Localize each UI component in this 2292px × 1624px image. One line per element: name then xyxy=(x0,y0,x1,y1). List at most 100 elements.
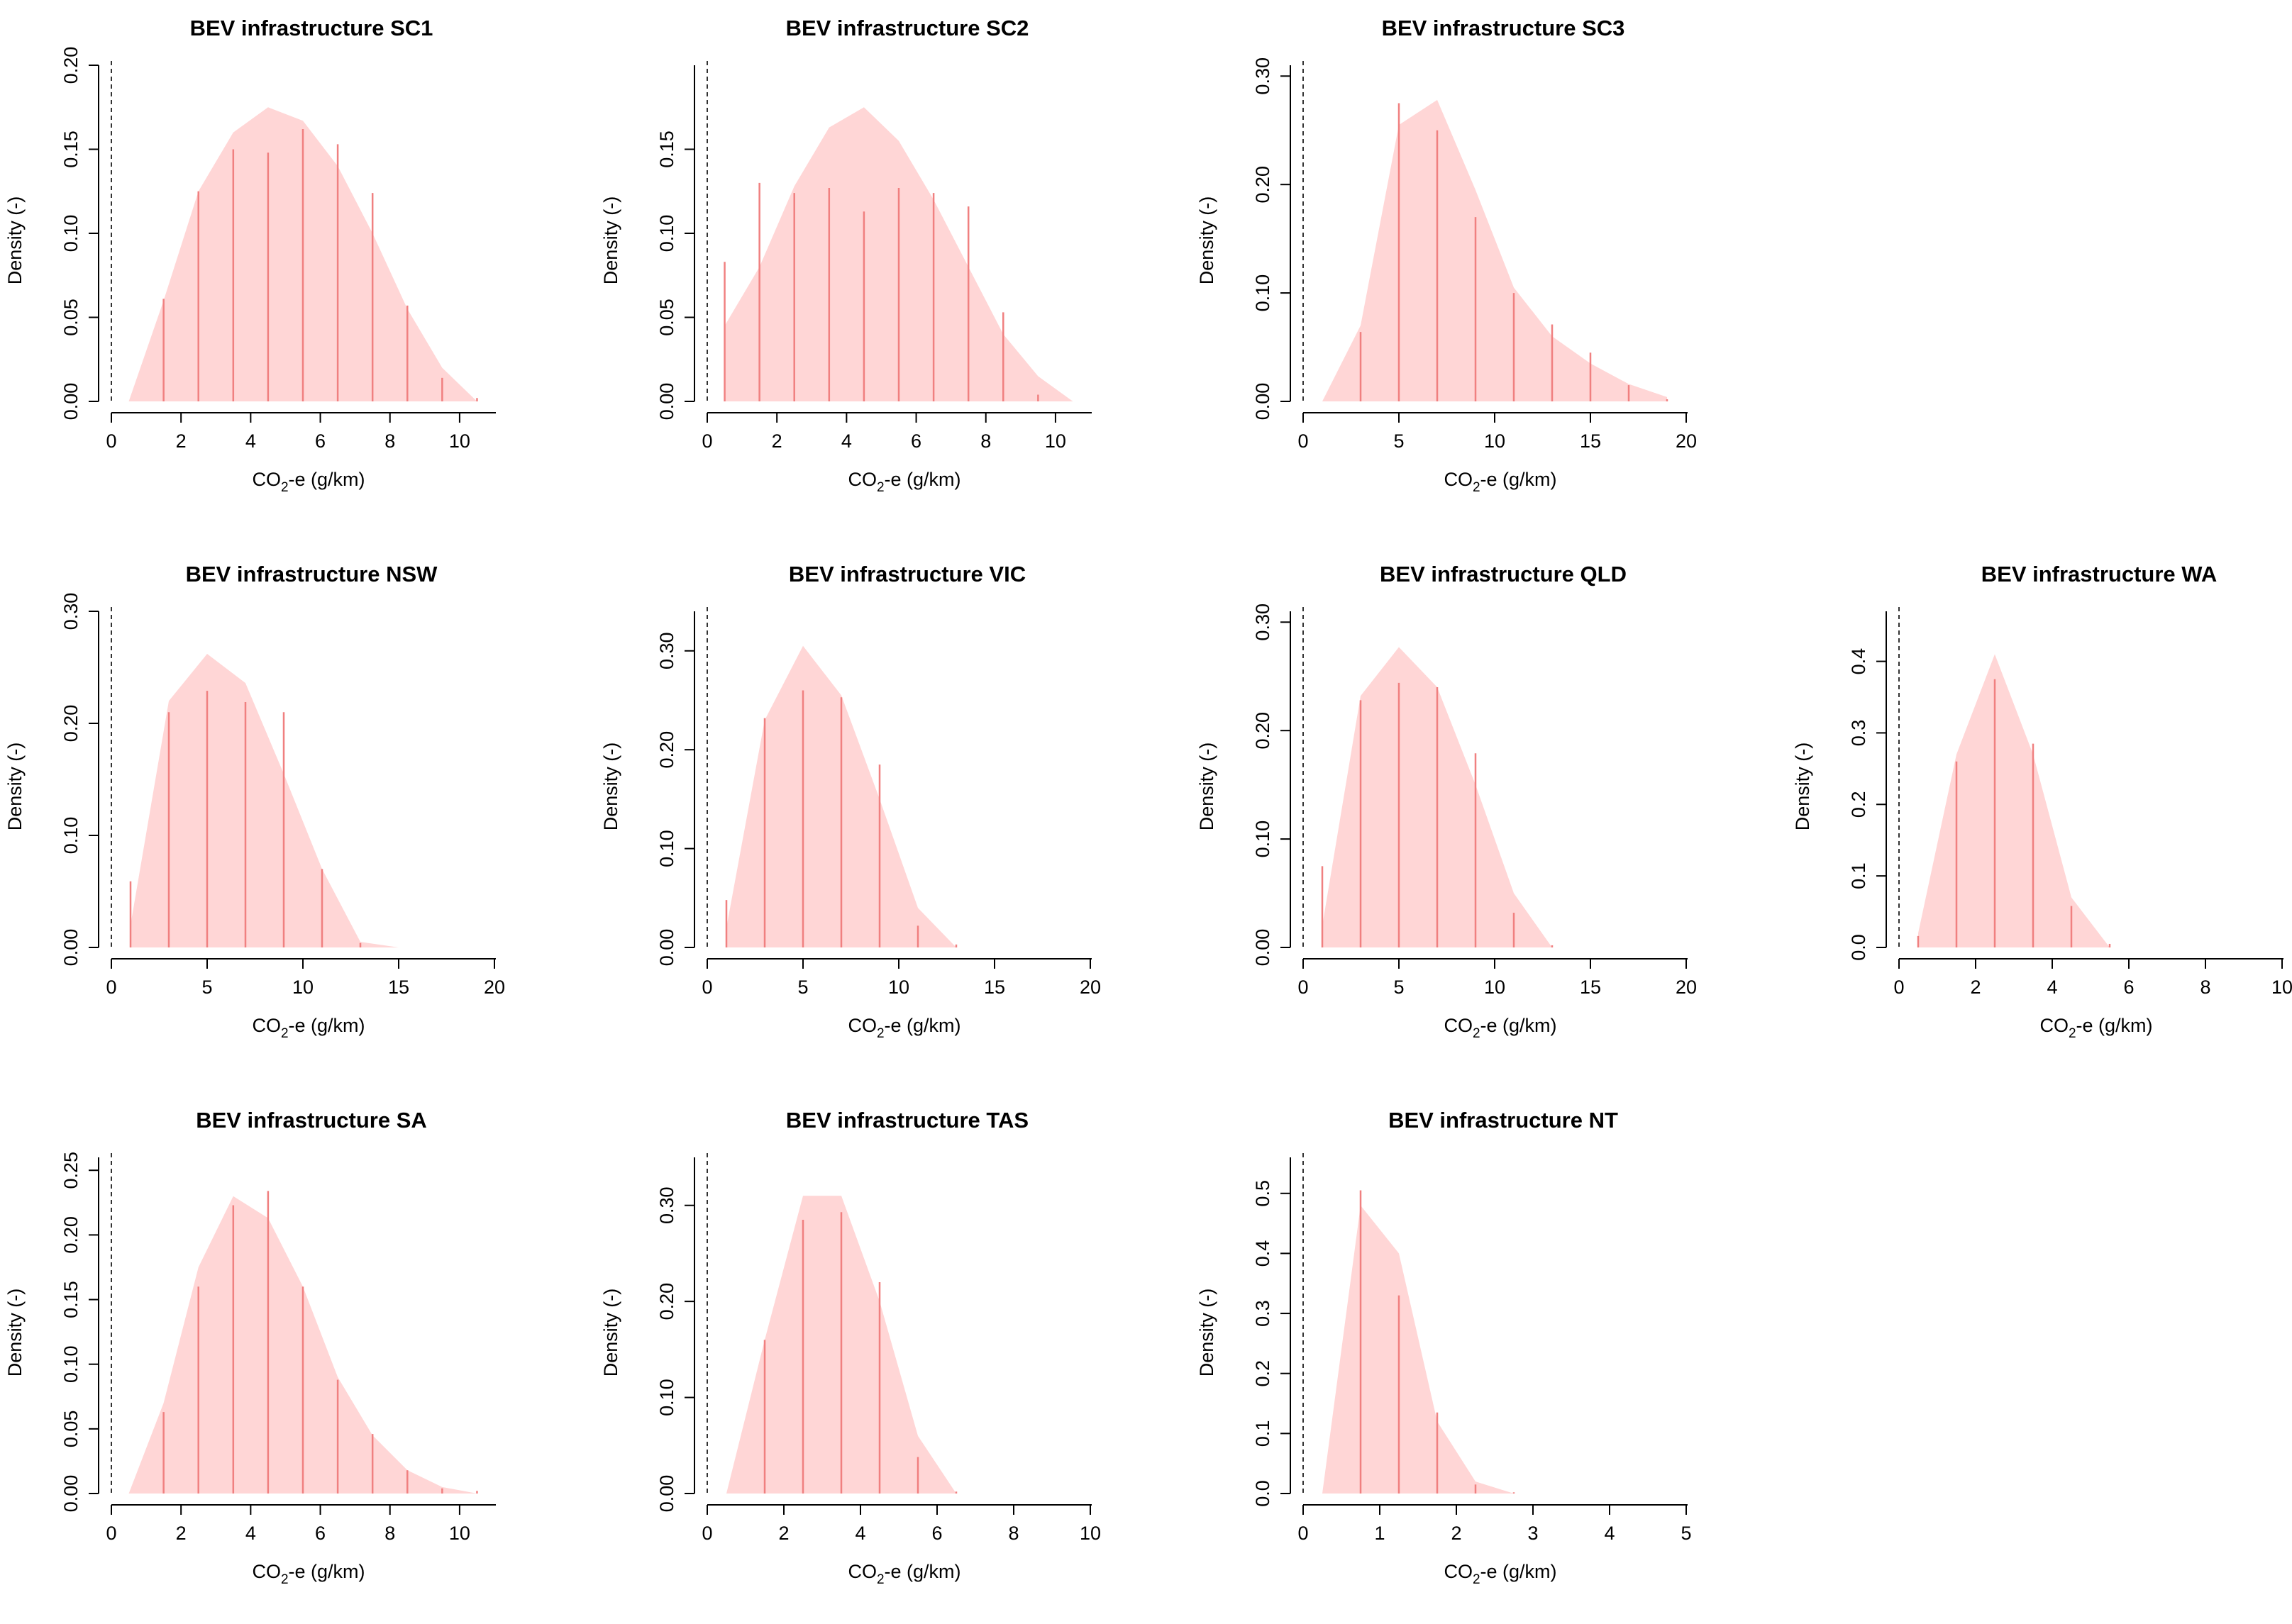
x-axis-label-main: CO xyxy=(252,1015,281,1036)
y-tick-label: 0.30 xyxy=(1252,57,1273,95)
x-axis-label-main: CO xyxy=(2039,1015,2069,1036)
y-tick-label: 0.00 xyxy=(656,383,677,421)
y-tick-label: 0.20 xyxy=(1252,712,1273,750)
x-tick-label: 8 xyxy=(2200,977,2210,998)
density-area xyxy=(1918,654,2110,947)
y-axis-label: Density (-) xyxy=(1196,1289,1217,1377)
y-axis-label: Density (-) xyxy=(1792,743,1813,831)
x-tick-label: 8 xyxy=(384,430,395,452)
y-tick-label: 0.00 xyxy=(60,1475,82,1513)
x-axis-label-rest: -e (g/km) xyxy=(2076,1015,2153,1036)
density-area xyxy=(1322,99,1667,402)
y-tick-label: 0.30 xyxy=(60,593,82,630)
x-tick-label: 10 xyxy=(888,977,909,998)
chart-panel: 0 2 4 6 8 10 0.00 0.05 0.10 0.15 BEV infrastructur… xyxy=(596,0,1192,532)
x-tick-label: 4 xyxy=(245,1523,256,1544)
chart-panel: 0 2 4 6 8 10 0.00 0.10 0.20 0.30 BEV infrastructur… xyxy=(596,1092,1192,1624)
chart-title: BEV infrastructure SC1 xyxy=(190,16,433,40)
chart-panel: 0 2 4 6 8 10 0.00 0.05 0.10 0.15 0.20 BEV infrastru… xyxy=(0,0,596,532)
x-tick-label: 10 xyxy=(449,1523,470,1544)
x-tick-label: 3 xyxy=(1527,1523,1538,1544)
chart-panel: 0 5 10 15 20 0.00 0.10 0.20 0.30 BEV infrastructu… xyxy=(596,546,1192,1078)
x-tick-label: 5 xyxy=(1393,430,1404,452)
x-tick-label: 20 xyxy=(1080,977,1101,998)
x-tick-label: 1 xyxy=(1374,1523,1385,1544)
y-tick-label: 0.0 xyxy=(1252,1480,1273,1507)
y-tick-label: 0.15 xyxy=(60,130,82,168)
y-tick-label: 0.20 xyxy=(60,1216,82,1254)
x-axis-label-main: CO xyxy=(1444,469,1473,490)
y-tick-label: 0.2 xyxy=(1848,791,1869,818)
chart-panel: 0 5 10 15 20 0.00 0.10 0.20 0.30 BEV infrastructu… xyxy=(1192,0,1788,532)
x-tick-label: 2 xyxy=(176,430,187,452)
x-tick-label: 0 xyxy=(1297,430,1308,452)
x-axis-label: CO2-e (g/km) xyxy=(848,469,960,495)
x-tick-label: 2 xyxy=(1451,1523,1461,1544)
x-tick-label: 6 xyxy=(2123,977,2134,998)
x-tick-label: 20 xyxy=(484,977,505,998)
x-tick-label: 10 xyxy=(1484,430,1505,452)
y-axis-label: Density (-) xyxy=(1196,743,1217,831)
x-tick-label: 0 xyxy=(106,1523,116,1544)
x-tick-label: 8 xyxy=(980,430,991,452)
x-tick-label: 8 xyxy=(384,1523,395,1544)
y-tick-label: 0.4 xyxy=(1252,1240,1273,1267)
x-tick-label: 6 xyxy=(315,430,326,452)
chart-title: BEV infrastructure VIC xyxy=(789,562,1026,586)
y-axis-label: Density (-) xyxy=(4,1289,26,1377)
chart-title: BEV infrastructure QLD xyxy=(1380,562,1627,586)
chart-panel: 0 1 2 3 4 5 0.0 0.1 0.2 0.3 0.4 0.5 BEV infrastructu… xyxy=(1192,1092,1788,1624)
chart-panel: 0 2 4 6 8 10 0.0 0.1 0.2 0.3 0.4 BEV infrastructure… xyxy=(1788,546,2292,1078)
chart-title: BEV infrastructure SC3 xyxy=(1382,16,1625,40)
chart-title: BEV infrastructure NSW xyxy=(186,562,438,586)
x-tick-label: 15 xyxy=(1580,430,1601,452)
x-axis-label: CO2-e (g/km) xyxy=(2039,1015,2152,1041)
y-tick-label: 0.05 xyxy=(656,299,677,336)
x-tick-label: 4 xyxy=(245,430,256,452)
y-tick-label: 0.5 xyxy=(1252,1180,1273,1207)
x-axis-label-main: CO xyxy=(848,1561,877,1582)
x-tick-label: 0 xyxy=(702,1523,712,1544)
x-axis-label: CO2-e (g/km) xyxy=(1444,1015,1556,1041)
x-tick-label: 10 xyxy=(449,430,470,452)
y-tick-label: 0.00 xyxy=(656,1475,677,1513)
x-axis-label-rest: -e (g/km) xyxy=(1480,1015,1557,1036)
x-axis-label-subscript: 2 xyxy=(1473,1026,1480,1041)
x-tick-label: 2 xyxy=(772,430,782,452)
y-tick-label: 0.30 xyxy=(1252,604,1273,641)
x-axis-label: CO2-e (g/km) xyxy=(252,1561,365,1587)
x-axis-label-subscript: 2 xyxy=(281,1026,289,1041)
x-axis-label-subscript: 2 xyxy=(281,1572,289,1587)
y-axis-label: Density (-) xyxy=(600,743,621,831)
x-axis-label-rest: -e (g/km) xyxy=(1480,469,1557,490)
density-area xyxy=(131,654,399,947)
y-tick-label: 0.10 xyxy=(656,830,677,867)
x-tick-label: 5 xyxy=(1681,1523,1691,1544)
density-chart: 0 5 10 15 20 0.00 0.10 0.20 0.30 BEV infrastructu… xyxy=(600,562,1101,1041)
x-tick-label: 2 xyxy=(176,1523,187,1544)
y-tick-label: 0.05 xyxy=(60,299,82,336)
y-tick-label: 0.10 xyxy=(60,817,82,855)
y-tick-label: 0.00 xyxy=(656,929,677,967)
y-tick-label: 0.10 xyxy=(656,215,677,252)
x-axis-label-subscript: 2 xyxy=(877,480,885,495)
y-tick-label: 0.00 xyxy=(1252,383,1273,421)
y-axis-label: Density (-) xyxy=(1196,196,1217,285)
x-tick-label: 0 xyxy=(1297,977,1308,998)
y-tick-label: 0.20 xyxy=(656,1283,677,1320)
y-axis-label: Density (-) xyxy=(4,743,26,831)
density-chart: 0 2 4 6 8 10 0.00 0.05 0.10 0.15 BEV infrastructur… xyxy=(600,16,1092,495)
x-axis-label-subscript: 2 xyxy=(1473,1572,1480,1587)
x-axis-label-main: CO xyxy=(1444,1561,1473,1582)
y-tick-label: 0.00 xyxy=(60,929,82,967)
x-axis-label-rest: -e (g/km) xyxy=(289,1015,365,1036)
x-tick-label: 4 xyxy=(1604,1523,1615,1544)
x-tick-label: 0 xyxy=(106,430,116,452)
x-axis-label-main: CO xyxy=(848,1015,877,1036)
x-tick-label: 10 xyxy=(2271,977,2292,998)
y-tick-label: 0.15 xyxy=(656,130,677,168)
x-tick-label: 2 xyxy=(778,1523,789,1544)
x-tick-label: 8 xyxy=(1008,1523,1019,1544)
x-axis-label-subscript: 2 xyxy=(2069,1026,2076,1041)
x-axis-label: CO2-e (g/km) xyxy=(1444,469,1556,495)
